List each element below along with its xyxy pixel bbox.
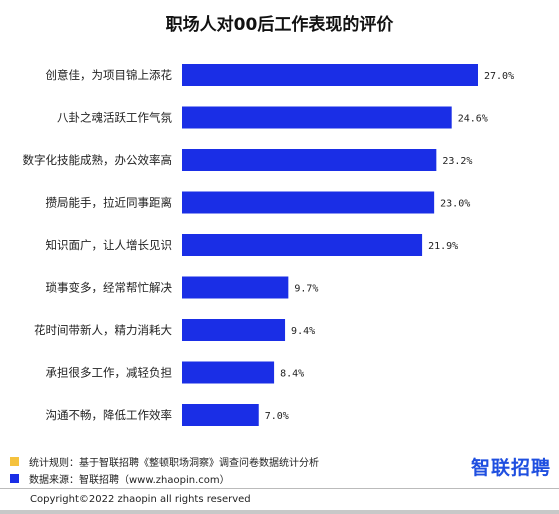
category-label: 攒局能手，拉近同事距离 — [46, 196, 173, 210]
category-label: 琐事变多，经常帮忙解决 — [46, 281, 173, 295]
bar — [182, 276, 289, 299]
category-label: 知识面广，让人增长见识 — [46, 238, 173, 252]
footer-divider — [0, 488, 559, 489]
footer-bar — [0, 510, 559, 514]
category-label: 创意佳，为项目锦上添花 — [46, 68, 173, 82]
legend-source-swatch — [10, 474, 19, 483]
bar — [182, 191, 435, 214]
legend-source-text: 数据来源：智联招聘（www.zhaopin.com） — [29, 475, 230, 486]
value-label: 23.0% — [440, 199, 470, 210]
value-label: 9.7% — [294, 284, 318, 295]
value-label: 24.6% — [458, 114, 488, 125]
brand-logo: 智联招聘 — [470, 457, 551, 479]
value-label: 8.4% — [280, 369, 304, 380]
legend-rule-swatch — [10, 457, 19, 466]
bar — [182, 404, 259, 426]
bar — [182, 234, 423, 256]
value-label: 21.9% — [428, 241, 458, 252]
category-label: 数字化技能成熟，办公效率高 — [23, 153, 173, 167]
value-label: 23.2% — [442, 156, 472, 167]
bar — [182, 106, 452, 129]
category-label: 八卦之魂活跃工作气氛 — [57, 111, 172, 125]
value-label: 9.4% — [291, 326, 315, 337]
bar — [182, 64, 478, 86]
bar — [182, 361, 275, 384]
category-label: 花时间带新人，精力消耗大 — [34, 323, 172, 337]
value-label: 7.0% — [265, 411, 289, 422]
category-label: 沟通不畅，降低工作效率 — [46, 408, 173, 422]
chart-title: 职场人对00后工作表现的评价 — [165, 15, 394, 35]
bar — [182, 319, 286, 341]
bar-chart: 创意佳，为项目锦上添花 27.0% 八卦之魂活跃工作气氛 24.6% 数字化技能成熟，办… — [23, 64, 514, 426]
copyright-text: Copyright©2022 zhaopin all rights reserv… — [30, 494, 251, 505]
value-label: 27.0% — [484, 71, 514, 82]
legend-rule: 统计规则：基于智联招聘《整顿职场洞察》调查问卷数据统计分析 — [10, 454, 319, 469]
category-label: 承担很多工作，减轻负担 — [46, 366, 173, 380]
bar — [182, 149, 437, 171]
legend-rule-text: 统计规则：基于智联招聘《整顿职场洞察》调查问卷数据统计分析 — [29, 458, 319, 469]
legend-source: 数据来源：智联招聘（www.zhaopin.com） — [10, 471, 230, 486]
